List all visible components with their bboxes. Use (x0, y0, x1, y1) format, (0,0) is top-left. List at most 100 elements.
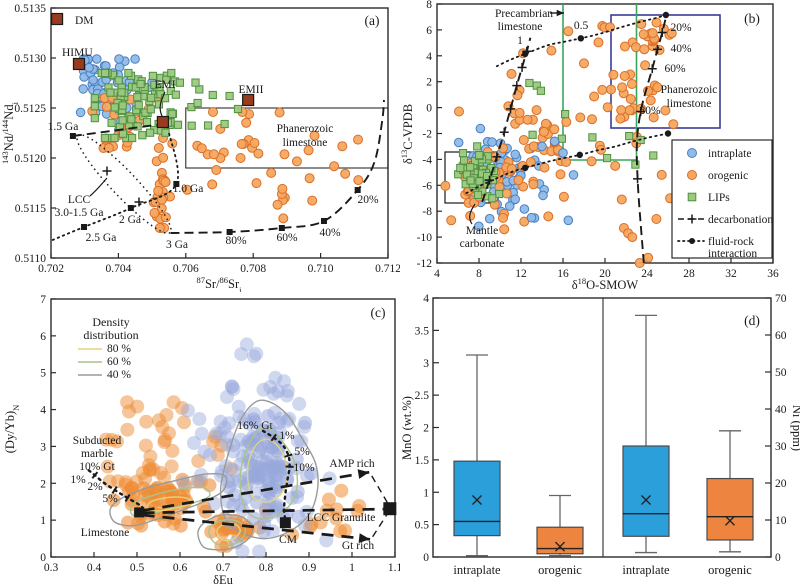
data-point (453, 137, 464, 148)
curve-marker-dot (662, 11, 670, 19)
data-point (333, 524, 348, 539)
data-point (251, 178, 262, 189)
data-point (274, 107, 285, 118)
data-point (133, 122, 142, 131)
left-tick-label: 0 (423, 552, 429, 564)
data-point (334, 483, 349, 498)
annotation: marble (81, 448, 113, 460)
data-point (266, 458, 281, 473)
data-point (127, 115, 136, 124)
x-tick-label: 0.706 (173, 263, 199, 275)
data-point (289, 452, 304, 467)
data-point (217, 420, 232, 435)
annotation: Precambrian (495, 8, 553, 20)
data-point (118, 116, 127, 125)
data-point (307, 195, 318, 206)
density-contour (219, 399, 319, 540)
curve-marker-square (81, 224, 88, 230)
data-point (160, 212, 171, 223)
annotation: 2% (87, 481, 103, 493)
series-lips-extra (193, 90, 243, 129)
box (622, 445, 670, 537)
y-tick-label: 0.5135 (14, 3, 46, 15)
x-tick-label: 0.5 (130, 562, 145, 574)
data-point (110, 103, 119, 112)
endmember-square (383, 502, 397, 516)
data-point (487, 164, 496, 173)
data-point (117, 88, 126, 97)
data-point (266, 386, 281, 401)
data-point (498, 212, 508, 223)
data-point (131, 516, 145, 531)
annotation: 16% Gt (237, 420, 273, 432)
left-tick-label: 1.5 (415, 455, 430, 467)
data-point (177, 415, 191, 430)
data-point (168, 109, 177, 119)
data-point (561, 117, 572, 127)
legend-symbol-lips (687, 192, 697, 202)
x-axis-title: δEu (213, 573, 234, 587)
panel-tag: (d) (744, 313, 760, 328)
data-point (101, 101, 112, 112)
data-point (540, 118, 551, 129)
data-point (616, 194, 627, 205)
arrowhead-icon (358, 533, 371, 543)
ref-point-himu (72, 57, 86, 71)
annotation: 1.0 Ga (173, 183, 204, 195)
y-tick-label: 0 (426, 103, 432, 115)
density-legend-label: 40 % (107, 369, 131, 381)
right-tick-label: 70 (775, 293, 787, 305)
data-point (191, 78, 200, 87)
data-point (602, 102, 613, 113)
data-point (475, 177, 484, 186)
curve-marker-square (127, 205, 134, 211)
data-point (173, 120, 183, 129)
data-point (110, 133, 119, 143)
data-point (118, 101, 127, 110)
data-point (161, 128, 170, 137)
y-tick-label: 6 (426, 25, 432, 37)
data-point (193, 474, 208, 489)
left-tick-label: 1 (423, 487, 429, 499)
data-point (639, 44, 650, 55)
data-point (456, 163, 465, 173)
curve-dashThin (371, 475, 390, 506)
data-point (100, 68, 110, 78)
data-point (271, 384, 286, 399)
data-point (606, 84, 616, 95)
data-point (278, 213, 289, 224)
series-orogenic (579, 21, 679, 171)
data-point (175, 78, 185, 87)
data-point (158, 152, 169, 163)
panel-tag: (c) (371, 305, 386, 320)
data-point (313, 515, 328, 530)
legend-label: orogenic (708, 170, 748, 182)
series-c_orange (259, 483, 367, 542)
box (706, 477, 754, 541)
x-tick-label: 0.702 (38, 263, 64, 275)
right-tick-label: 0 (775, 552, 781, 564)
arrowhead-icon (556, 9, 564, 17)
density-contour (246, 438, 289, 503)
data-point (647, 28, 658, 39)
data-point (154, 100, 164, 109)
data-point (668, 119, 679, 130)
right-tick-label: 60 (775, 330, 787, 342)
curve-marker-square (354, 187, 361, 193)
data-point (329, 502, 344, 517)
curve-dash (72, 123, 164, 137)
data-point (124, 68, 133, 78)
boxplot-orogenic (706, 430, 754, 553)
legend-symbol-orogenic (687, 170, 697, 180)
leader-line (159, 91, 166, 117)
data-point (234, 347, 249, 362)
right-tick-label: 40 (775, 404, 787, 416)
data-point (214, 438, 229, 453)
data-point (88, 75, 98, 85)
annotation: limestone (667, 98, 712, 110)
data-point (528, 141, 539, 152)
curve-marker-dot (576, 151, 583, 159)
data-point (158, 433, 172, 447)
data-point (561, 157, 572, 167)
data-point (103, 143, 114, 153)
